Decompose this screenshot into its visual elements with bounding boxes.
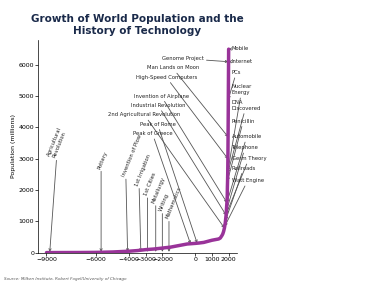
Text: Genome Project: Genome Project	[162, 56, 227, 62]
Text: Invention of Plow: Invention of Plow	[121, 134, 143, 178]
Text: 1st Cities: 1st Cities	[143, 172, 157, 196]
Text: 2nd Agricultural Revolution: 2nd Agricultural Revolution	[108, 112, 224, 227]
Text: Source: Milken Institute, Robert Fogel/University of Chicago: Source: Milken Institute, Robert Fogel/U…	[4, 277, 126, 281]
Text: 1st Irrigation: 1st Irrigation	[134, 154, 152, 187]
Text: High-Speed Computers: High-Speed Computers	[136, 75, 227, 158]
Text: Writing: Writing	[158, 193, 170, 212]
Text: Industrial Revolution: Industrial Revolution	[131, 103, 226, 214]
Text: Automobile: Automobile	[227, 134, 262, 202]
Text: Peak of Greece: Peak of Greece	[133, 131, 191, 243]
Text: Nuclear
Energy: Nuclear Energy	[227, 84, 252, 170]
Text: Agricultural
Revolution: Agricultural Revolution	[46, 126, 68, 159]
Text: Penicillin: Penicillin	[227, 119, 255, 180]
Text: Mathematics: Mathematics	[164, 186, 182, 220]
Text: Pottery: Pottery	[97, 150, 108, 170]
Title: Growth of World Population and the
History of Technology: Growth of World Population and the Histo…	[31, 14, 244, 36]
Text: Railroads: Railroads	[226, 166, 256, 219]
Text: Germ Theory: Germ Theory	[227, 156, 266, 213]
Text: Telephone: Telephone	[227, 145, 258, 210]
Text: Watt Engine: Watt Engine	[225, 178, 264, 225]
Text: DNA
Discovered: DNA Discovered	[228, 100, 261, 172]
Text: Metallurgy: Metallurgy	[151, 176, 166, 204]
Text: Man Lands on Moon: Man Lands on Moon	[147, 65, 228, 136]
Text: Mobile: Mobile	[229, 46, 249, 51]
Text: Peak of Rome: Peak of Rome	[140, 122, 197, 242]
Y-axis label: Population (millions): Population (millions)	[11, 114, 16, 178]
Text: Invention of Airplane: Invention of Airplane	[134, 94, 227, 202]
Text: Internet: Internet	[229, 59, 253, 64]
Text: PCs: PCs	[228, 70, 241, 98]
